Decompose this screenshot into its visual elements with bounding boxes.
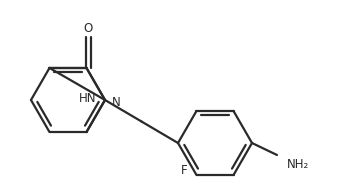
Text: F: F xyxy=(181,164,188,176)
Text: O: O xyxy=(84,22,93,35)
Text: N: N xyxy=(112,95,121,108)
Text: HN: HN xyxy=(79,93,96,105)
Text: NH₂: NH₂ xyxy=(287,159,309,171)
